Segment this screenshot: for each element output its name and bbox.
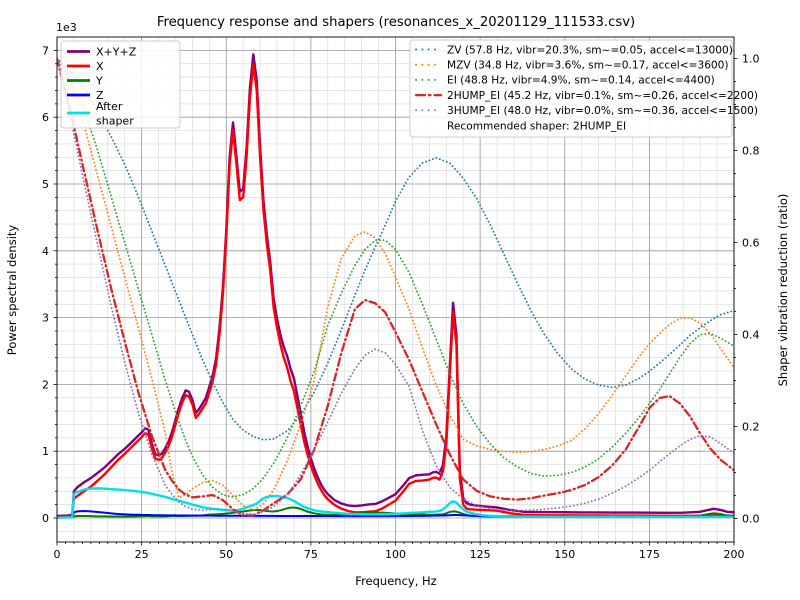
y-left-tick-label: 2 [42,378,49,391]
x-tick-label: 50 [219,548,233,561]
legend-label: X [96,60,104,73]
legend-label: EI (48.8 Hz, vibr=4.9%, sm~=0.14, accel<… [447,75,715,87]
legend-label: shaper [96,114,134,127]
series-path-after-shaper [57,487,734,519]
legend-label: Y [95,75,103,88]
axes: 0 25 50 75 100 125 150 175 200 0 1 2 3 4 5 6 7 0.0 0.2 0.4 0… [42,36,760,561]
y-right-tick-label: 0.2 [742,421,760,434]
y-left-tick-label: 4 [42,245,49,258]
y-right-tick-label: 0.4 [742,329,760,342]
series-path-x+y+z [57,53,734,518]
y-right-tick-label: 1.0 [742,53,760,66]
x-tick-label: 200 [724,548,745,561]
y-right-tick-label: 0.8 [742,145,760,158]
series-path-ei [57,57,734,498]
x-axis-label: Frequency, Hz [355,574,436,588]
series-path-3hump_ei [57,57,734,516]
legend-shapers: ZV (57.8 Hz, vibr=20.3%, sm~=0.05, accel… [409,39,758,138]
series-path-2hump_ei [57,57,734,517]
y-right-axis-label: Shaper vibration reduction (ratio) [776,194,790,387]
y-left-tick-label: 0 [42,512,49,525]
legend-label: 3HUMP_EI (48.0 Hz, vibr=0.0%, sm~=0.36, … [447,105,758,117]
y-right-tick-label: 0.0 [742,513,760,526]
y-left-axis-label: Power spectral density [5,225,19,356]
legend-label: X+Y+Z [96,46,137,59]
x-tick-label: 150 [554,548,575,561]
chart-title: Frequency response and shapers (resonanc… [157,15,635,30]
y-right-tick-label: 0.6 [742,237,760,250]
y-axis-offset-text: 1e3 [56,21,77,34]
x-tick-label: 25 [135,548,149,561]
legend-label: After [96,100,123,113]
y-left-tick-label: 3 [42,312,49,325]
y-left-tick-label: 7 [42,44,49,57]
x-tick-label: 100 [385,548,406,561]
x-tick-label: 0 [54,548,61,561]
recommended-shaper-text: Recommended shaper: 2HUMP_EI [447,120,626,132]
legend-label: Z [96,89,104,102]
y-left-tick-label: 1 [42,445,49,458]
legend-label: MZV (34.8 Hz, vibr=3.6%, sm~=0.17, accel… [447,60,729,72]
series-path-zv [57,57,734,441]
y-left-tick-label: 5 [42,178,49,191]
legend-label: ZV (57.8 Hz, vibr=20.3%, sm~=0.05, accel… [447,44,733,56]
x-tick-label: 125 [470,548,491,561]
x-tick-label: 175 [639,548,660,561]
y-left-tick-label: 6 [42,111,49,124]
series-lines [57,53,734,519]
legend-label: 2HUMP_EI (45.2 Hz, vibr=0.1%, sm~=0.26, … [447,90,758,102]
x-tick-label: 75 [304,548,318,561]
